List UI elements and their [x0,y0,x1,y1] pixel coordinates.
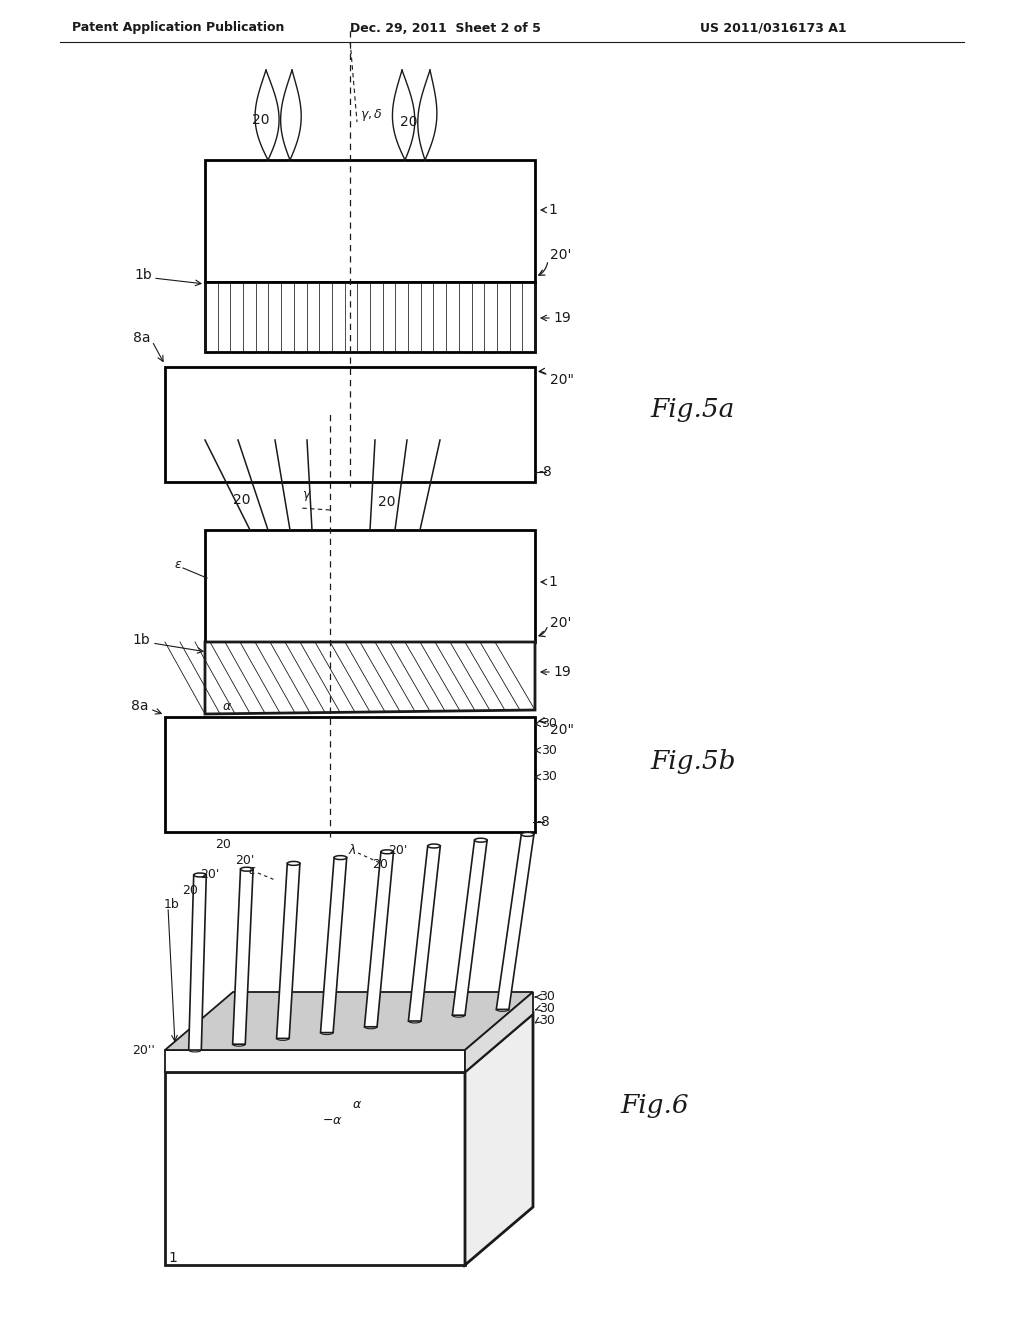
Text: 1b: 1b [132,634,150,647]
Text: $\gamma$: $\gamma$ [302,488,312,503]
Text: 30: 30 [541,771,557,784]
Text: US 2011/0316173 A1: US 2011/0316173 A1 [700,21,847,34]
Text: 20: 20 [233,492,251,507]
Text: Patent Application Publication: Patent Application Publication [72,21,285,34]
Text: 30: 30 [541,717,557,730]
Text: 19: 19 [553,665,570,678]
Polygon shape [465,993,534,1072]
Text: 20': 20' [550,248,571,261]
Text: 1b: 1b [164,899,180,912]
Ellipse shape [365,1024,377,1028]
Text: Fig.6: Fig.6 [620,1093,688,1118]
Text: 8a: 8a [132,331,150,345]
Text: 1b: 1b [134,268,152,282]
Ellipse shape [381,850,393,854]
Text: $\gamma,\delta$: $\gamma,\delta$ [360,107,383,123]
Text: 20: 20 [215,837,230,850]
Ellipse shape [474,838,487,842]
Ellipse shape [232,1043,245,1047]
Text: 20'': 20'' [132,1044,155,1056]
Text: 20': 20' [550,616,571,630]
Text: 30: 30 [541,744,557,756]
Ellipse shape [276,1036,289,1040]
Polygon shape [232,869,253,1044]
Text: -8: -8 [536,814,550,829]
Text: $\varepsilon$: $\varepsilon$ [174,558,182,572]
Text: Fig.5a: Fig.5a [650,397,734,422]
Ellipse shape [321,1031,333,1035]
Polygon shape [497,834,534,1010]
Text: 20': 20' [200,867,219,880]
Polygon shape [165,1049,465,1072]
Ellipse shape [409,1019,421,1023]
Text: Dec. 29, 2011  Sheet 2 of 5: Dec. 29, 2011 Sheet 2 of 5 [350,21,541,34]
Polygon shape [365,851,393,1027]
Text: 20": 20" [550,723,574,737]
Text: 8a: 8a [130,700,148,713]
Text: 20: 20 [372,858,388,871]
Polygon shape [165,993,534,1049]
Text: 20": 20" [550,374,574,387]
Ellipse shape [497,1007,509,1011]
Polygon shape [465,1014,534,1265]
Ellipse shape [428,843,440,847]
Ellipse shape [188,1048,202,1052]
Polygon shape [276,863,300,1039]
Bar [205,531,535,642]
Text: Fig.5b: Fig.5b [650,750,735,775]
Text: 20: 20 [252,114,269,127]
Polygon shape [165,1072,465,1265]
Polygon shape [453,841,487,1015]
Ellipse shape [453,1014,465,1018]
Bar [165,367,535,482]
Text: 1: 1 [548,576,557,589]
Ellipse shape [241,867,253,871]
Text: 30: 30 [539,990,555,1003]
Ellipse shape [288,862,300,866]
Bar [205,282,535,352]
Text: 20: 20 [182,883,198,896]
Text: 1: 1 [168,1251,177,1265]
Polygon shape [205,642,535,714]
Ellipse shape [521,833,534,837]
Text: $-\alpha$: $-\alpha$ [322,1114,343,1126]
Polygon shape [165,1014,534,1072]
Polygon shape [188,875,206,1049]
Text: 20: 20 [400,115,418,129]
Text: -8: -8 [538,465,552,479]
Text: 20': 20' [388,843,408,857]
Ellipse shape [334,855,347,859]
Text: 30: 30 [539,1015,555,1027]
Text: 19: 19 [553,312,570,325]
Text: $\lambda$: $\lambda$ [348,843,356,857]
Text: $\alpha$: $\alpha$ [352,1098,362,1111]
Text: 20': 20' [234,854,254,866]
Ellipse shape [194,873,206,876]
Polygon shape [409,846,440,1020]
Text: 20: 20 [378,495,395,510]
Text: 30: 30 [539,1002,555,1015]
Bar [205,160,535,282]
Text: $\varepsilon$: $\varepsilon$ [248,863,256,876]
Bar [165,717,535,832]
Polygon shape [321,858,347,1032]
Text: 1: 1 [548,203,557,216]
Text: $\alpha$: $\alpha$ [222,701,232,714]
